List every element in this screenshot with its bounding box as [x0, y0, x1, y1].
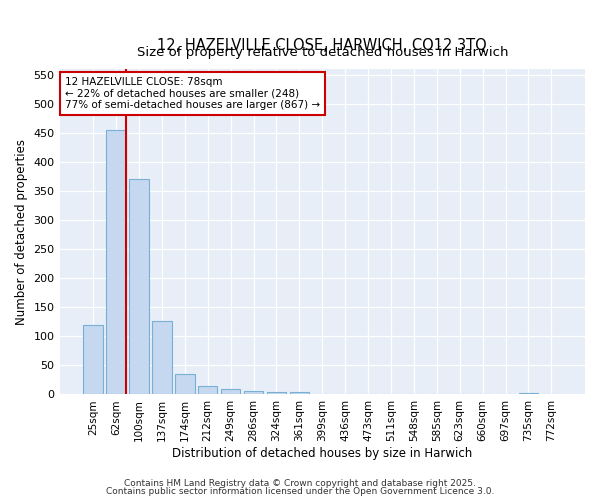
- Bar: [221, 389, 241, 394]
- Bar: [267, 392, 286, 394]
- Bar: [152, 320, 172, 394]
- Text: 12 HAZELVILLE CLOSE: 78sqm
← 22% of detached houses are smaller (248)
77% of sem: 12 HAZELVILLE CLOSE: 78sqm ← 22% of deta…: [65, 77, 320, 110]
- Bar: [129, 180, 149, 394]
- Y-axis label: Number of detached properties: Number of detached properties: [15, 138, 28, 324]
- Text: Contains public sector information licensed under the Open Government Licence 3.: Contains public sector information licen…: [106, 487, 494, 496]
- Bar: [290, 392, 309, 394]
- Bar: [198, 386, 217, 394]
- Bar: [519, 392, 538, 394]
- Bar: [106, 130, 126, 394]
- Bar: [175, 374, 194, 394]
- Text: Size of property relative to detached houses in Harwich: Size of property relative to detached ho…: [137, 46, 508, 59]
- Text: Contains HM Land Registry data © Crown copyright and database right 2025.: Contains HM Land Registry data © Crown c…: [124, 478, 476, 488]
- Title: 12, HAZELVILLE CLOSE, HARWICH, CO12 3TQ: 12, HAZELVILLE CLOSE, HARWICH, CO12 3TQ: [157, 38, 487, 52]
- X-axis label: Distribution of detached houses by size in Harwich: Distribution of detached houses by size …: [172, 447, 472, 460]
- Bar: [83, 324, 103, 394]
- Bar: [244, 391, 263, 394]
